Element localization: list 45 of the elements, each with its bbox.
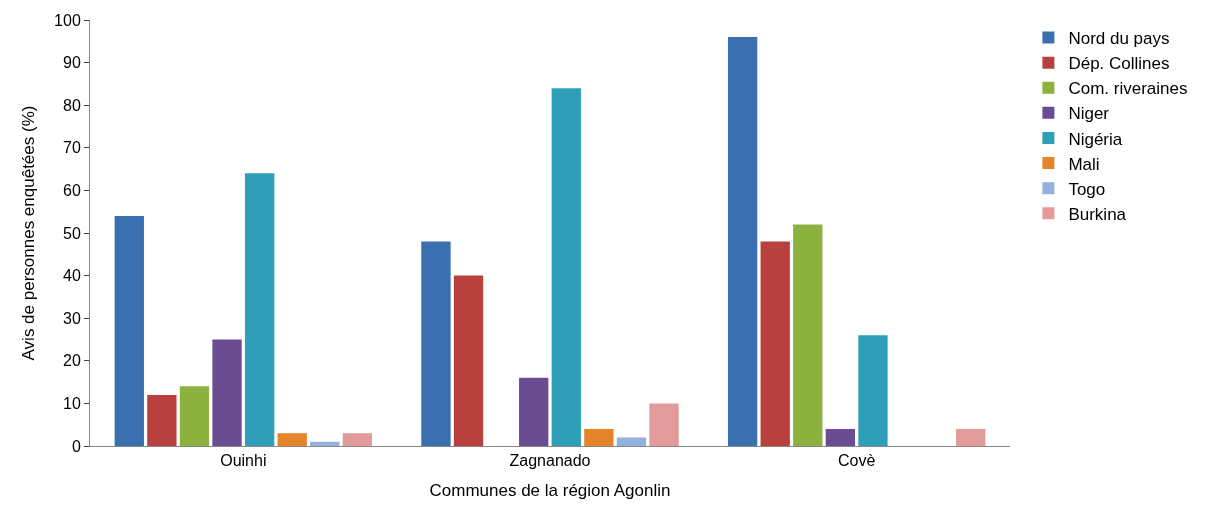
bar [244, 173, 275, 446]
bar [649, 403, 679, 446]
legend-label: Nord du pays [1068, 29, 1170, 49]
bar [858, 335, 888, 446]
bar [956, 428, 986, 446]
y-tick-label: 60 [63, 182, 81, 199]
bar [760, 241, 790, 446]
y-tick-label: 20 [63, 352, 81, 370]
bar [616, 437, 647, 446]
legend-label: Mali [1068, 154, 1100, 174]
legend-label: Togo [1068, 179, 1106, 199]
bar [277, 433, 307, 446]
bar [310, 441, 340, 446]
y-tick-label: 30 [63, 309, 81, 327]
x-tick-label: Zagnanado [509, 452, 591, 470]
x-tick-label: Covè [837, 452, 876, 470]
legend-label: Niger [1068, 104, 1110, 124]
bar [584, 428, 614, 446]
legend-label: Nigéria [1068, 129, 1123, 149]
bar [825, 428, 856, 446]
bar [727, 37, 758, 446]
legend-label: Burkina [1068, 204, 1127, 224]
y-tick-label: 90 [63, 54, 81, 72]
bar [147, 394, 177, 446]
bar [342, 433, 373, 446]
bar [114, 215, 144, 446]
y-axis-title: Avis de personnes enquêtées (%) [18, 105, 38, 361]
y-tick-label: 80 [63, 96, 81, 114]
x-tick-label: Ouinhi [220, 452, 267, 470]
legend-label: Dép. Collines [1068, 54, 1170, 74]
bar [453, 275, 484, 446]
bar [519, 377, 549, 446]
y-tick-label: 50 [63, 224, 81, 242]
x-axis-title: Communes de la région Agonlin [429, 480, 671, 500]
legend-label: Com. riveraines [1068, 79, 1188, 99]
y-tick-label: 70 [63, 139, 81, 157]
y-tick-label: 0 [71, 437, 81, 455]
y-tick-label: 100 [54, 11, 81, 29]
y-tick-label: 40 [63, 267, 81, 285]
bar [551, 88, 581, 446]
bar [793, 224, 823, 446]
bar [212, 339, 242, 446]
bar [179, 386, 210, 446]
bar [421, 241, 451, 446]
y-tick-label: 10 [63, 395, 81, 412]
